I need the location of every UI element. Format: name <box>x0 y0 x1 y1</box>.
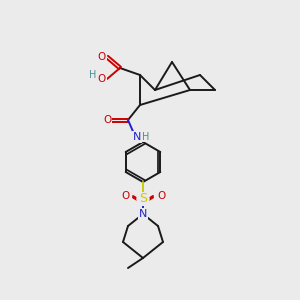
Circle shape <box>137 193 149 205</box>
Circle shape <box>138 209 148 219</box>
Text: H: H <box>89 70 97 80</box>
Text: O: O <box>98 52 106 62</box>
Text: O: O <box>121 191 129 201</box>
Text: H: H <box>142 132 150 142</box>
Text: O: O <box>103 115 111 125</box>
Text: N: N <box>139 209 147 219</box>
Text: N: N <box>133 132 141 142</box>
Text: O: O <box>98 74 106 84</box>
Text: O: O <box>157 191 165 201</box>
Text: S: S <box>139 193 147 206</box>
